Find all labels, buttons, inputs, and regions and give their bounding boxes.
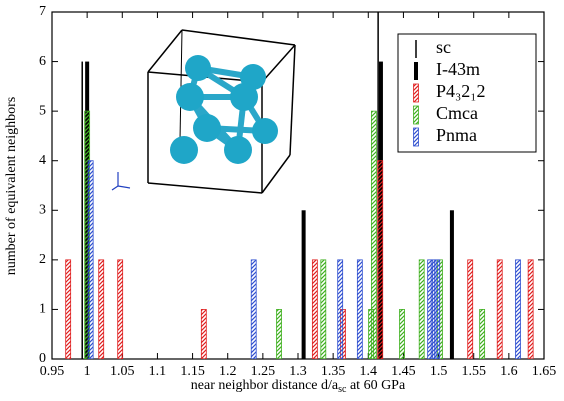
bar bbox=[81, 61, 83, 359]
bar bbox=[371, 110, 377, 359]
legend-swatch bbox=[414, 62, 418, 80]
x-label-part: near neighbor distance d/a bbox=[191, 378, 339, 393]
x-tick-label: 1.35 bbox=[321, 364, 346, 379]
bar bbox=[337, 259, 344, 359]
legend-label: Cmca bbox=[436, 103, 478, 123]
bar bbox=[496, 259, 503, 359]
bar bbox=[515, 259, 521, 359]
x-label-part: at 60 GPa bbox=[346, 378, 406, 393]
legend-swatch bbox=[413, 83, 419, 103]
legend-label: P4₃2₁2 bbox=[436, 81, 486, 101]
bar bbox=[377, 160, 384, 359]
bar bbox=[250, 259, 257, 359]
y-tick-label: 7 bbox=[39, 4, 46, 19]
bar bbox=[449, 210, 454, 359]
y-tick-label: 1 bbox=[39, 302, 46, 317]
x-tick-label: 1.65 bbox=[532, 364, 557, 379]
bar bbox=[479, 309, 486, 359]
bar bbox=[356, 259, 363, 359]
x-tick-label: 1.6 bbox=[500, 364, 518, 379]
y-tick-label: 4 bbox=[39, 153, 46, 168]
legend-swatch bbox=[413, 127, 419, 147]
legend-swatch bbox=[413, 105, 419, 125]
bar bbox=[200, 309, 207, 359]
x-tick-label: 1.25 bbox=[251, 364, 276, 379]
y-tick-label: 6 bbox=[39, 54, 46, 69]
bar bbox=[117, 259, 124, 359]
x-tick-label: 0.95 bbox=[40, 364, 65, 379]
x-tick-label: 1 bbox=[84, 364, 91, 379]
x-tick-label: 1.4 bbox=[360, 364, 378, 379]
legend-label: Pnma bbox=[436, 125, 477, 145]
crystal-inset bbox=[111, 29, 296, 194]
bar bbox=[467, 259, 474, 359]
x-tick-label: 1.55 bbox=[461, 364, 486, 379]
bar bbox=[276, 309, 282, 359]
bar bbox=[418, 259, 425, 359]
x-axis-label: near neighbor distance d/asc at 60 GPa bbox=[191, 378, 406, 395]
y-tick-label: 2 bbox=[39, 252, 46, 267]
bars bbox=[65, 12, 534, 359]
legend-box bbox=[397, 33, 537, 153]
bar bbox=[399, 309, 405, 359]
bar bbox=[320, 259, 327, 359]
bar bbox=[65, 259, 72, 359]
bar bbox=[98, 259, 105, 359]
bar bbox=[301, 210, 306, 359]
x-tick-label: 1.3 bbox=[289, 364, 307, 379]
x-tick-label: 1.45 bbox=[391, 364, 416, 379]
x-tick-label: 1.1 bbox=[149, 364, 167, 379]
x-label-sub: sc bbox=[338, 384, 347, 395]
x-tick-label: 1.05 bbox=[110, 364, 135, 379]
bar bbox=[434, 259, 441, 359]
legend-label: I-43m bbox=[436, 59, 480, 79]
y-axis-label: number of equivalent neighbors bbox=[4, 97, 19, 275]
y-tick-label: 5 bbox=[39, 103, 46, 118]
bar bbox=[87, 160, 94, 359]
bar bbox=[311, 259, 318, 359]
legend-label: sc bbox=[436, 37, 451, 57]
x-tick-label: 1.15 bbox=[180, 364, 205, 379]
x-tick-label: 1.5 bbox=[430, 364, 448, 379]
y-tick-label: 3 bbox=[39, 203, 46, 218]
bar bbox=[527, 259, 534, 359]
legend-swatch bbox=[415, 40, 417, 58]
x-tick-label: 1.2 bbox=[219, 364, 237, 379]
y-tick-label: 0 bbox=[39, 351, 46, 366]
